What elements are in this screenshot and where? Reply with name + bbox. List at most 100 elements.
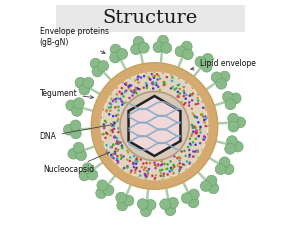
Circle shape: [116, 120, 119, 122]
Circle shape: [145, 162, 148, 164]
Circle shape: [121, 92, 123, 95]
Circle shape: [124, 83, 126, 85]
Circle shape: [194, 116, 196, 118]
Circle shape: [197, 135, 200, 137]
Circle shape: [105, 132, 107, 134]
Circle shape: [193, 155, 195, 158]
Circle shape: [190, 108, 193, 110]
Circle shape: [154, 167, 157, 169]
Circle shape: [171, 76, 174, 79]
Circle shape: [153, 162, 156, 164]
Circle shape: [126, 165, 129, 167]
Circle shape: [168, 197, 178, 208]
Circle shape: [203, 137, 205, 140]
Circle shape: [195, 137, 197, 140]
Circle shape: [125, 101, 128, 104]
Circle shape: [164, 83, 167, 86]
Circle shape: [183, 86, 185, 88]
Circle shape: [111, 131, 114, 133]
Circle shape: [135, 157, 138, 160]
Circle shape: [175, 46, 186, 57]
Text: Structure: Structure: [102, 9, 198, 27]
Circle shape: [132, 162, 134, 164]
Circle shape: [173, 155, 176, 158]
Circle shape: [225, 99, 236, 110]
Circle shape: [147, 172, 149, 175]
Polygon shape: [128, 96, 181, 156]
Circle shape: [189, 137, 191, 140]
Circle shape: [198, 134, 200, 137]
Circle shape: [121, 144, 123, 147]
Circle shape: [134, 89, 137, 92]
Circle shape: [166, 76, 168, 78]
Circle shape: [178, 88, 181, 90]
Circle shape: [143, 75, 145, 77]
Circle shape: [145, 175, 148, 178]
Circle shape: [192, 155, 194, 158]
Circle shape: [202, 53, 213, 64]
Circle shape: [116, 161, 119, 164]
Circle shape: [180, 101, 183, 103]
Circle shape: [156, 73, 158, 75]
Circle shape: [112, 144, 115, 146]
Circle shape: [149, 78, 151, 80]
Circle shape: [176, 95, 179, 98]
Circle shape: [79, 170, 90, 181]
Circle shape: [195, 103, 197, 106]
Circle shape: [133, 166, 135, 168]
Circle shape: [121, 156, 124, 158]
Circle shape: [144, 176, 147, 178]
Circle shape: [161, 73, 164, 76]
Circle shape: [184, 102, 187, 104]
Circle shape: [112, 125, 115, 128]
Circle shape: [151, 73, 153, 75]
Circle shape: [82, 163, 93, 174]
Circle shape: [193, 115, 196, 117]
Circle shape: [134, 169, 137, 171]
Circle shape: [223, 91, 233, 102]
Circle shape: [149, 162, 151, 164]
Circle shape: [130, 44, 141, 55]
Circle shape: [106, 133, 109, 135]
Circle shape: [120, 158, 122, 160]
Circle shape: [195, 132, 197, 134]
Circle shape: [117, 109, 120, 112]
Circle shape: [135, 162, 137, 165]
Circle shape: [152, 83, 154, 85]
Circle shape: [165, 205, 176, 216]
Circle shape: [113, 98, 116, 101]
Circle shape: [127, 85, 130, 88]
Circle shape: [139, 170, 141, 173]
Circle shape: [157, 86, 160, 88]
Circle shape: [163, 163, 166, 165]
Circle shape: [112, 115, 115, 117]
Circle shape: [200, 101, 203, 104]
Circle shape: [203, 138, 206, 141]
Circle shape: [169, 75, 172, 78]
Circle shape: [100, 124, 104, 128]
Circle shape: [137, 88, 140, 90]
Circle shape: [92, 66, 103, 77]
Circle shape: [181, 193, 192, 203]
Circle shape: [123, 167, 125, 169]
Circle shape: [188, 101, 190, 104]
Circle shape: [223, 164, 234, 175]
Circle shape: [191, 94, 193, 96]
Circle shape: [118, 91, 121, 93]
Circle shape: [183, 150, 186, 152]
Circle shape: [123, 102, 125, 104]
Circle shape: [188, 149, 190, 151]
Circle shape: [105, 121, 107, 124]
Circle shape: [170, 169, 172, 172]
Circle shape: [143, 169, 145, 171]
Circle shape: [190, 88, 193, 91]
Circle shape: [130, 169, 133, 172]
Circle shape: [101, 73, 208, 179]
Circle shape: [132, 163, 135, 165]
Circle shape: [73, 142, 84, 153]
Circle shape: [199, 126, 202, 128]
Circle shape: [185, 94, 188, 96]
Circle shape: [96, 188, 106, 199]
Circle shape: [117, 49, 128, 59]
Circle shape: [114, 136, 117, 139]
